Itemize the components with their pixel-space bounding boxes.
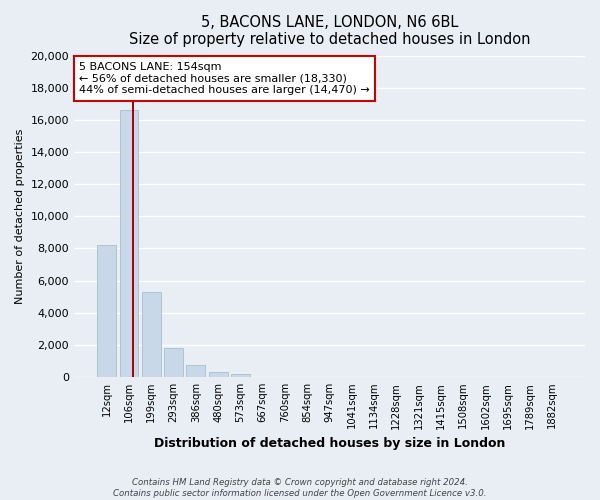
Bar [164,348,183,377]
Bar [209,372,227,377]
Bar [187,364,205,377]
Y-axis label: Number of detached properties: Number of detached properties [15,128,25,304]
Text: 5 BACONS LANE: 154sqm
← 56% of detached houses are smaller (18,330)
44% of semi-: 5 BACONS LANE: 154sqm ← 56% of detached … [79,62,370,95]
Title: 5, BACONS LANE, LONDON, N6 6BL
Size of property relative to detached houses in L: 5, BACONS LANE, LONDON, N6 6BL Size of p… [129,15,530,48]
Bar [231,374,250,377]
Bar [97,245,116,377]
Bar [142,292,161,377]
Bar [119,110,139,377]
X-axis label: Distribution of detached houses by size in London: Distribution of detached houses by size … [154,437,505,450]
Text: Contains HM Land Registry data © Crown copyright and database right 2024.
Contai: Contains HM Land Registry data © Crown c… [113,478,487,498]
